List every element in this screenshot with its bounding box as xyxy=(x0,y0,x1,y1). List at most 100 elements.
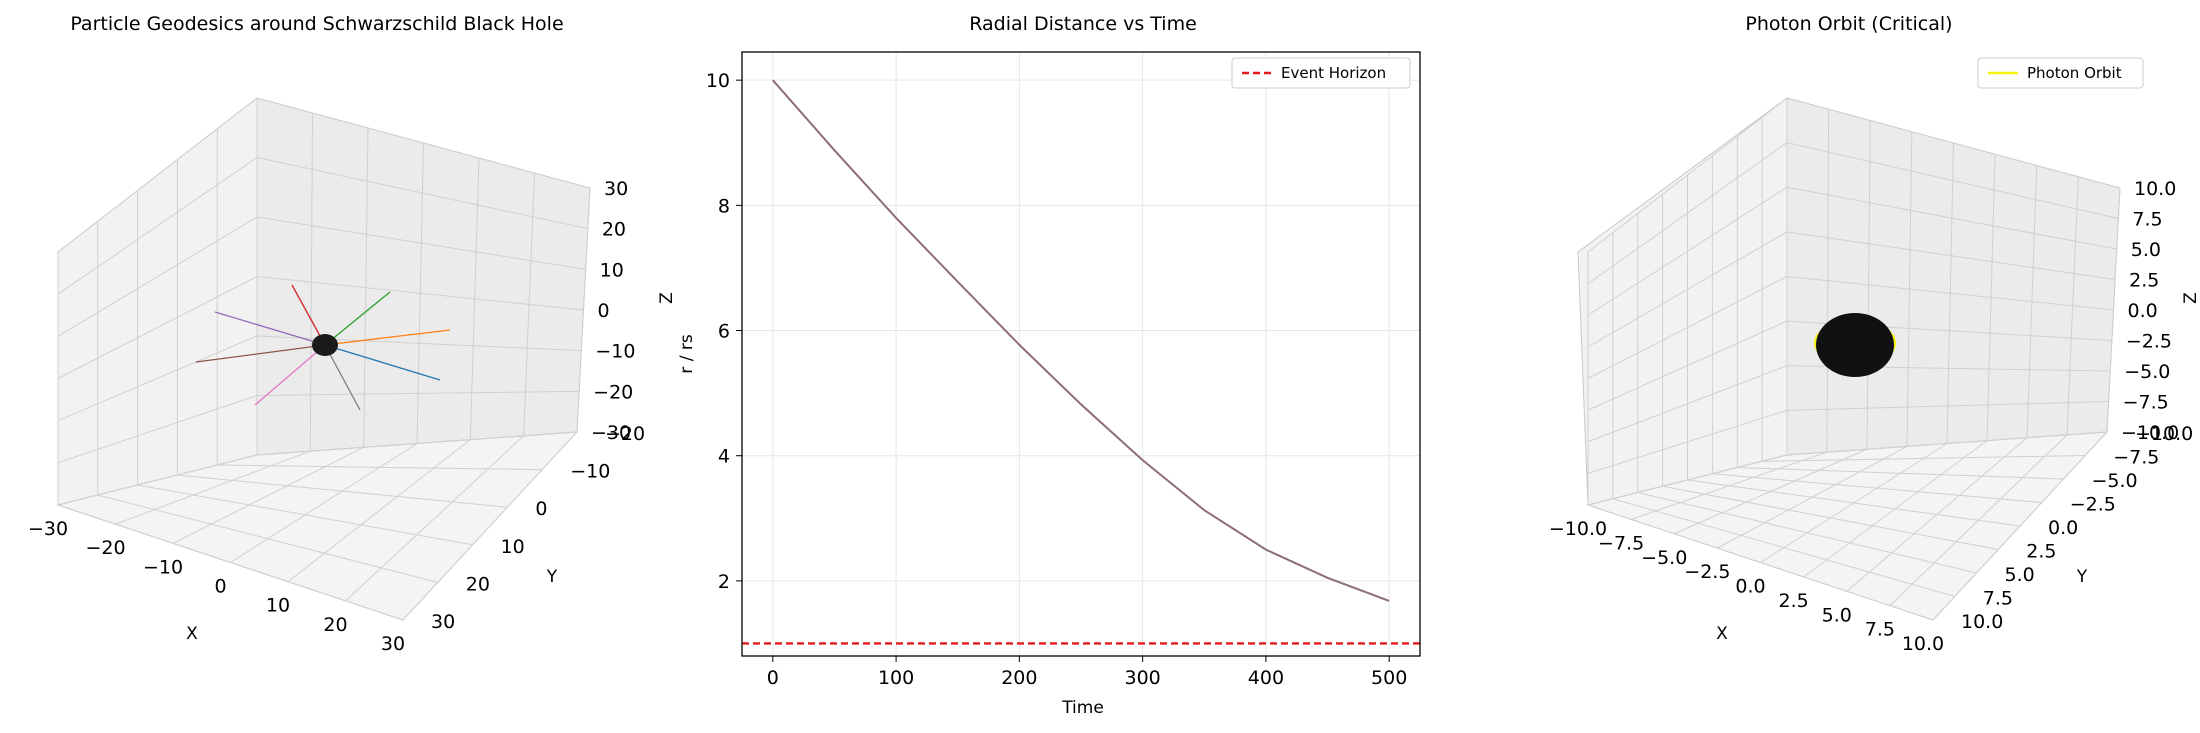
y-tick-label: −7.5 xyxy=(2113,447,2159,469)
z-tick-label: 2.5 xyxy=(2129,270,2159,292)
x-tick-label: −10.0 xyxy=(1549,518,1607,540)
geodesic-trajectory xyxy=(324,291,391,346)
x-tick-label: −10 xyxy=(143,556,183,578)
x-tick-label: 7.5 xyxy=(1865,619,1895,641)
z-tick-label: −2.5 xyxy=(2126,331,2172,353)
z-tick-label: 0.0 xyxy=(2128,300,2158,322)
grid-line-z-back xyxy=(256,276,584,311)
z-tick-label: −10.0 xyxy=(2121,422,2179,444)
panel-3-grid xyxy=(1587,97,2121,621)
grid-line-z-back xyxy=(256,97,591,189)
grid-line-z-back xyxy=(1786,231,2116,280)
panel-2-lines xyxy=(742,79,1420,645)
x-tick-label: −7.5 xyxy=(1598,532,1644,554)
grid-line-z xyxy=(1587,320,1788,411)
geodesic-trajectory xyxy=(254,344,326,406)
x-tick-label: 0.0 xyxy=(1735,576,1765,598)
grid-line-x xyxy=(402,431,578,621)
y-tick-label: −2.5 xyxy=(2070,494,2116,516)
grid-line-y xyxy=(1737,467,2064,480)
grid-line-z-back xyxy=(1786,142,2119,219)
panel-1-y-label: Y xyxy=(546,567,558,587)
grid-line-y xyxy=(97,494,438,583)
grid-line-y xyxy=(57,504,404,621)
y-tick-label: −20 xyxy=(605,423,645,445)
panel-1-left-pane xyxy=(57,96,258,506)
x-tick-label: 400 xyxy=(1248,667,1284,689)
grid-line-z xyxy=(1587,97,1788,253)
grid-line-z xyxy=(1587,276,1788,379)
grid-line-y xyxy=(1612,498,1955,597)
panel-3-z-label: Z xyxy=(2181,292,2200,304)
y-tick-label: 4 xyxy=(718,446,730,468)
y-tick-label: 10 xyxy=(501,536,525,558)
grid-line-z xyxy=(57,276,258,379)
y-tick-label: 7.5 xyxy=(1983,588,2013,610)
z-tick-label: −10 xyxy=(595,341,635,363)
y-tick-label: 10.0 xyxy=(1961,611,2003,633)
grid-line-z xyxy=(57,335,258,422)
z-tick-label: −30 xyxy=(591,422,631,444)
grid-line-x xyxy=(287,439,471,583)
grid-line-y xyxy=(137,484,473,546)
grid-line-x xyxy=(345,435,525,602)
panel-2-legend-box xyxy=(1231,57,1411,89)
geodesic-trajectory xyxy=(291,284,326,346)
x-tick-label: 2.5 xyxy=(1779,590,1809,612)
grid-line-y xyxy=(1687,479,2021,527)
geodesic-trajectory xyxy=(324,329,451,346)
panel-radial-distance: Radial Distance vs Time 0 100 200 300 400 500… xyxy=(677,13,1421,718)
y-tick-label: 5.0 xyxy=(2005,564,2035,586)
panel-3-y-label: Y xyxy=(2076,567,2088,587)
panel-2-grid xyxy=(742,52,1420,656)
grid-line-z xyxy=(1587,454,1788,506)
x-tick-label: 200 xyxy=(1001,667,1037,689)
z-tick-label: 10 xyxy=(600,259,624,281)
panel-3-legend: Photon Orbit xyxy=(1977,57,2144,89)
x-tick-label: 0 xyxy=(214,576,226,598)
panel-1-trajectories xyxy=(195,284,451,411)
x-tick-label: −2.5 xyxy=(1684,561,1730,583)
y-tick-label: −10.0 xyxy=(2135,423,2193,445)
y-tick-label: −5.0 xyxy=(2092,470,2138,492)
grid-line-y xyxy=(1637,492,1977,574)
legend-event-horizon-label: Event Horizon xyxy=(1281,64,1386,82)
x-tick-label: 500 xyxy=(1371,667,1407,689)
panel-3-title: Photon Orbit (Critical) xyxy=(1745,13,1952,35)
x-tick-label: 10 xyxy=(266,595,290,617)
y-tick-label: −10 xyxy=(570,461,610,483)
panel-1-title: Particle Geodesics around Schwarzschild … xyxy=(70,13,563,35)
panel-2-frame xyxy=(741,51,1421,657)
panel-3-legend-box xyxy=(1977,57,2144,89)
x-tick-label: 300 xyxy=(1125,667,1161,689)
x-tick-label: 20 xyxy=(323,614,347,636)
black-hole xyxy=(312,334,338,356)
panel-3-x-label: X xyxy=(1716,624,1728,644)
z-tick-label: 7.5 xyxy=(2132,209,2162,231)
panel-2-ticks: 0 100 200 300 400 500 2 4 6 8 10 xyxy=(706,70,1408,689)
grid-line-y xyxy=(217,464,543,471)
radial-distance-line xyxy=(772,79,1390,602)
y-tick-label: 8 xyxy=(718,195,730,217)
y-tick-label: 0.0 xyxy=(2048,517,2078,539)
panel-1-x-label: X xyxy=(186,624,198,644)
panel-geodesics-3d: Particle Geodesics around Schwarzschild … xyxy=(28,13,677,655)
grid-line-x xyxy=(230,443,418,563)
grid-line-x xyxy=(172,446,364,544)
x-tick-label: −5.0 xyxy=(1641,547,1687,569)
grid-line-z-back xyxy=(256,157,588,230)
z-tick-label: −5.0 xyxy=(2124,361,2170,383)
grid-line-z-back xyxy=(1786,97,2121,189)
geodesic-trajectory xyxy=(195,344,326,363)
z-tick-label: −20 xyxy=(593,381,633,403)
panel-2-plot-area xyxy=(742,52,1420,656)
grid-line-y xyxy=(1762,455,2086,462)
grid-line-z xyxy=(57,395,258,464)
panel-3-ticks: −10.0−7.5−5.0−2.50.02.55.07.510.0−10.0−7… xyxy=(1549,178,2193,655)
legend-photon-orbit-label: Photon Orbit xyxy=(2027,64,2122,82)
y-tick-label: 6 xyxy=(718,321,730,343)
z-tick-label: −7.5 xyxy=(2123,392,2169,414)
panel-photon-orbit-3d: Photon Orbit (Critical) −10.0−7.5−5.0−2.… xyxy=(1549,13,2200,655)
geodesic-trajectory xyxy=(324,344,361,411)
